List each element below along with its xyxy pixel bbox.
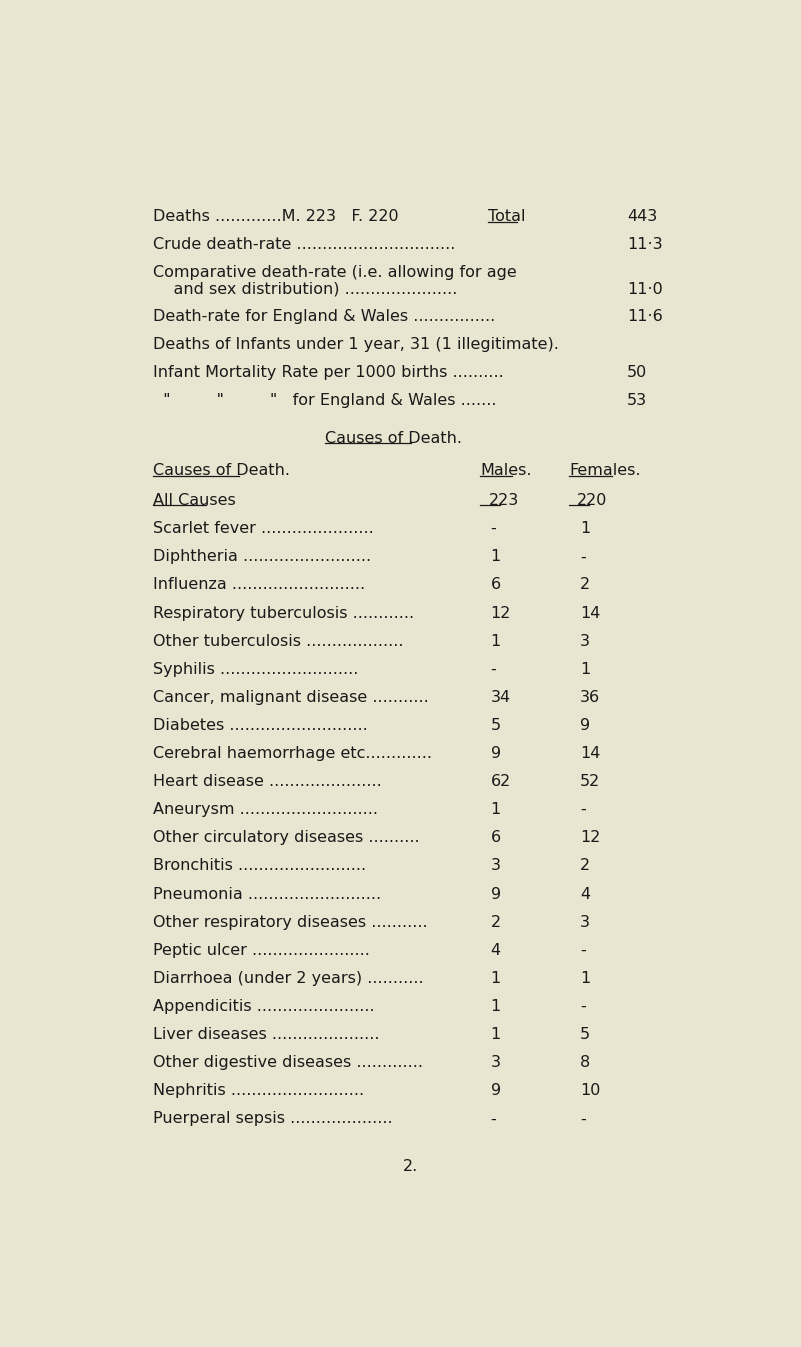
Text: Nephritis ..........................: Nephritis .......................... [153,1083,364,1098]
Text: 11·3: 11·3 [627,237,662,252]
Text: 3: 3 [580,915,590,929]
Text: Causes of Death.: Causes of Death. [153,463,290,478]
Text: 4: 4 [580,886,590,901]
Text: and sex distribution) ......................: and sex distribution) ..................… [153,282,457,296]
Text: Other circulatory diseases ..........: Other circulatory diseases .......... [153,830,420,846]
Text: Influenza ..........................: Influenza .......................... [153,578,365,593]
Text: 9: 9 [491,746,501,761]
Text: 10: 10 [580,1083,600,1098]
Text: 9: 9 [491,1083,501,1098]
Text: Total: Total [488,209,525,225]
Text: 52: 52 [580,775,600,789]
Text: Appendicitis .......................: Appendicitis ....................... [153,999,374,1014]
Text: 2: 2 [580,578,590,593]
Text: Cancer, malignant disease ...........: Cancer, malignant disease ........... [153,690,429,704]
Text: 14: 14 [580,746,600,761]
Text: -: - [580,803,586,818]
Text: 50: 50 [627,365,647,380]
Text: 1: 1 [491,803,501,818]
Text: Pneumonia ..........................: Pneumonia .......................... [153,886,381,901]
Text: -: - [491,521,497,536]
Text: Other tuberculosis ...................: Other tuberculosis ................... [153,633,404,649]
Text: 6: 6 [491,830,501,846]
Text: Females.: Females. [569,463,641,478]
Text: Cerebral haemorrhage etc.............: Cerebral haemorrhage etc............. [153,746,432,761]
Text: Death-rate for England & Wales ................: Death-rate for England & Wales .........… [153,310,495,325]
Text: 1: 1 [491,999,501,1014]
Text: 12: 12 [580,830,600,846]
Text: Comparative death-rate (i.e. allowing for age: Comparative death-rate (i.e. allowing fo… [153,265,517,280]
Text: Infant Mortality Rate per 1000 births ..........: Infant Mortality Rate per 1000 births ..… [153,365,504,380]
Text: Other digestive diseases .............: Other digestive diseases ............. [153,1055,423,1071]
Text: 3: 3 [491,858,501,873]
Text: -: - [580,999,586,1014]
Text: Deaths of Infants under 1 year, 31 (1 illegitimate).: Deaths of Infants under 1 year, 31 (1 il… [153,337,559,352]
Text: Respiratory tuberculosis ............: Respiratory tuberculosis ............ [153,606,414,621]
Text: 220: 220 [577,493,607,508]
Text: -: - [580,550,586,564]
Text: Diphtheria .........................: Diphtheria ......................... [153,550,371,564]
Text: 11·6: 11·6 [627,310,663,325]
Text: Heart disease ......................: Heart disease ...................... [153,775,381,789]
Text: 1: 1 [580,661,590,676]
Text: Other respiratory diseases ...........: Other respiratory diseases ........... [153,915,428,929]
Text: 5: 5 [580,1028,590,1043]
Text: 34: 34 [491,690,511,704]
Text: 1: 1 [491,971,501,986]
Text: 4: 4 [491,943,501,958]
Text: Liver diseases .....................: Liver diseases ..................... [153,1028,380,1043]
Text: 3: 3 [491,1055,501,1071]
Text: 8: 8 [580,1055,590,1071]
Text: 11·0: 11·0 [627,282,663,296]
Text: Crude death-rate ...............................: Crude death-rate .......................… [153,237,455,252]
Text: -: - [491,1111,497,1126]
Text: Causes of Death.: Causes of Death. [325,431,462,446]
Text: 1: 1 [491,1028,501,1043]
Text: -: - [580,1111,586,1126]
Text: -: - [491,661,497,676]
Text: Peptic ulcer .......................: Peptic ulcer ....................... [153,943,370,958]
Text: Diarrhoea (under 2 years) ...........: Diarrhoea (under 2 years) ........... [153,971,424,986]
Text: 223: 223 [489,493,519,508]
Text: 443: 443 [627,209,658,225]
Text: Puerperal sepsis ....................: Puerperal sepsis .................... [153,1111,392,1126]
Text: 53: 53 [627,392,647,408]
Text: Aneurysm ...........................: Aneurysm ........................... [153,803,378,818]
Text: 14: 14 [580,606,600,621]
Text: 12: 12 [491,606,511,621]
Text: 9: 9 [491,886,501,901]
Text: -: - [580,943,586,958]
Text: 3: 3 [580,633,590,649]
Text: 1: 1 [491,633,501,649]
Text: 36: 36 [580,690,600,704]
Text: 2: 2 [491,915,501,929]
Text: All Causes: All Causes [153,493,235,508]
Text: Males.: Males. [480,463,531,478]
Text: 9: 9 [580,718,590,733]
Text: 5: 5 [491,718,501,733]
Text: 2: 2 [580,858,590,873]
Text: 1: 1 [580,971,590,986]
Text: 2.: 2. [403,1158,419,1173]
Text: 1: 1 [580,521,590,536]
Text: "         "         "   for England & Wales .......: " " " for England & Wales ....... [153,392,497,408]
Text: 6: 6 [491,578,501,593]
Text: Bronchitis .........................: Bronchitis ......................... [153,858,366,873]
Text: Diabetes ...........................: Diabetes ........................... [153,718,368,733]
Text: Syphilis ...........................: Syphilis ........................... [153,661,358,676]
Text: Scarlet fever ......................: Scarlet fever ...................... [153,521,373,536]
Text: 62: 62 [491,775,511,789]
Text: 1: 1 [491,550,501,564]
Text: Deaths .............M. 223   F. 220: Deaths .............M. 223 F. 220 [153,209,398,225]
